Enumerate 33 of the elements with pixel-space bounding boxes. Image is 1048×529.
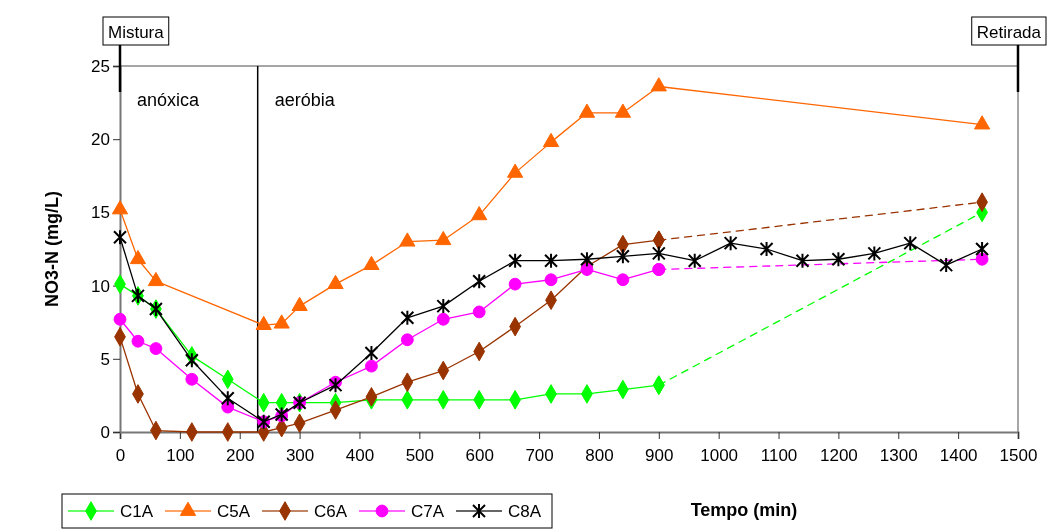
- y-tick-label: 20: [91, 130, 110, 150]
- ref-line-label: Retirada: [976, 23, 1042, 42]
- y-tick-label: 25: [91, 56, 110, 76]
- x-tick-label: 300: [285, 445, 315, 465]
- x-tick-label: 500: [405, 445, 435, 465]
- x-tick-label: 900: [645, 445, 674, 465]
- y-tick-label: 10: [91, 276, 110, 296]
- legend-label: C8A: [508, 502, 542, 521]
- x-tick-label: 700: [525, 445, 554, 465]
- annotation: aeróbia: [274, 90, 336, 110]
- x-tick-label: 1000: [700, 445, 739, 465]
- x-tick-label: 1200: [819, 445, 858, 465]
- x-tick-label: 600: [465, 445, 494, 465]
- x-tick-label: 1300: [879, 445, 918, 465]
- legend-label: C5A: [217, 502, 251, 521]
- x-tick-label: 100: [166, 445, 195, 465]
- x-tick-label: 1100: [760, 445, 798, 465]
- y-axis-title: NO3-N (mg/L): [42, 191, 62, 307]
- x-tick-label: 200: [226, 445, 255, 465]
- x-tick-label: 800: [585, 445, 614, 465]
- y-tick-label: 15: [91, 203, 110, 223]
- ref-line-label: Mistura: [108, 23, 165, 42]
- legend-label: C1A: [120, 502, 154, 521]
- annotation: anóxica: [137, 90, 201, 110]
- y-tick-label: 5: [100, 349, 110, 369]
- x-tick-label: 1400: [939, 445, 978, 465]
- legend-label: C7A: [411, 502, 445, 521]
- y-tick-label: 0: [100, 422, 110, 442]
- x-tick-label: 400: [345, 445, 375, 465]
- x-tick-label: 0: [115, 445, 126, 465]
- x-tick-label: 1500: [999, 445, 1038, 465]
- legend-label: C6A: [314, 502, 348, 521]
- x-axis-title: Tempo (min): [690, 500, 798, 520]
